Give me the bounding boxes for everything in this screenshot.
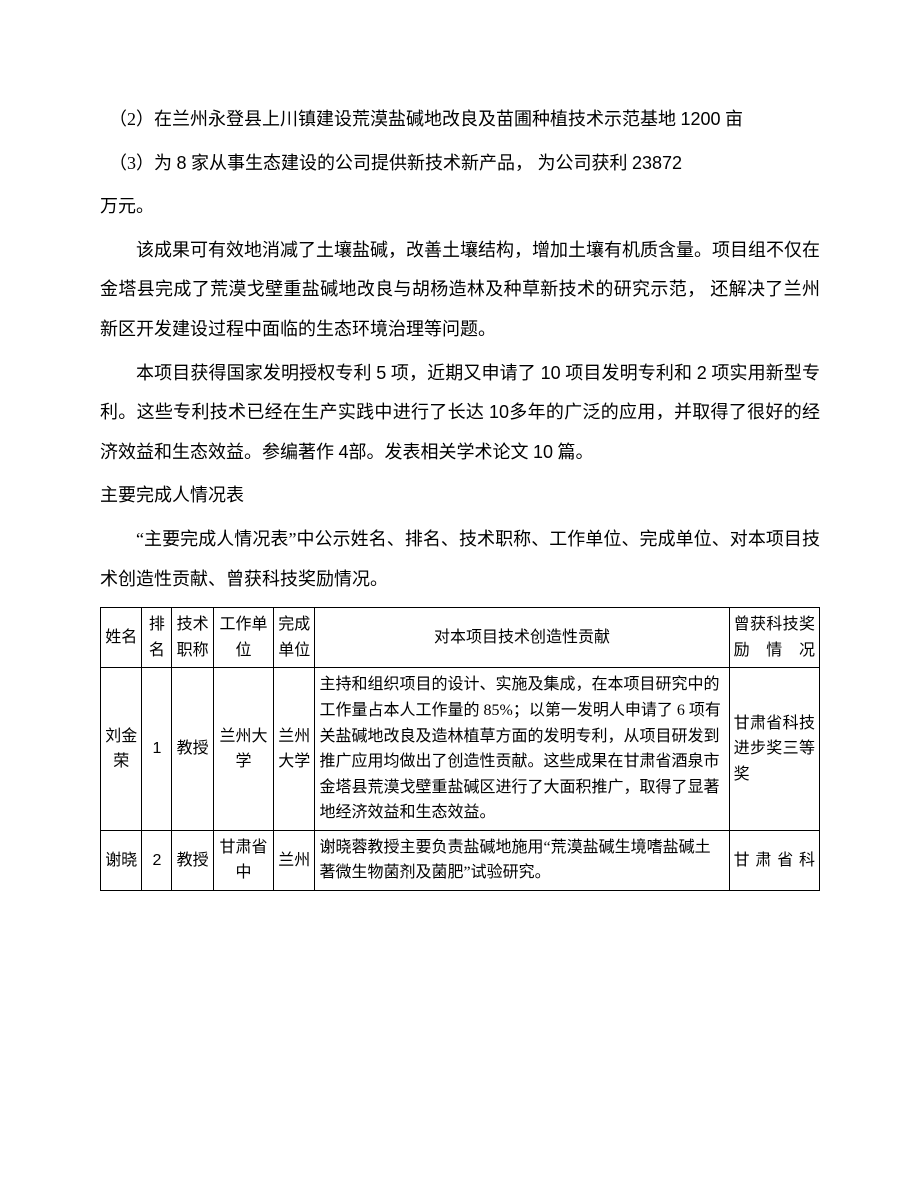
header-award: 曾获科技奖励情况 [729, 608, 819, 668]
text: 该成果可有效地消减了土壤盐碱，改善土壤结构，增加土壤有机质含量。项目组不仅在金塔… [100, 240, 820, 339]
header-name: 姓名 [101, 608, 142, 668]
paragraph-3-line1: （3）为 8 家从事生态建设的公司提供新技术新产品， 为公司获利 23872 [100, 144, 820, 184]
cell-contribution: 谢晓蓉教授主要负责盐碱地施用“荒漠盐碱生境嗜盐碱土著微生物菌剂及菌肥”试验研究。 [315, 830, 729, 890]
paragraph-2: （2）在兰州永登县上川镇建设荒漠盐碱地改良及苗圃种植技术示范基地 1200 亩 [100, 100, 820, 140]
table-row: 刘金荣 1 教授 兰州大学 兰州大学 主持和组织项目的设计、实施及集成，在本项目… [101, 668, 820, 831]
cell-award: 甘肃省科技进步奖三等奖 [729, 668, 819, 831]
paragraph-5: 本项目获得国家发明授权专利 5 项，近期又申请了 10 项目发明专利和 2 项实… [100, 354, 820, 473]
text: （3）为 [109, 153, 177, 173]
table-row: 谢晓 2 教授 甘肃省中 兰州 谢晓蓉教授主要负责盐碱地施用“荒漠盐碱生境嗜盐碱… [101, 830, 820, 890]
header-contribution: 对本项目技术创造性贡献 [315, 608, 729, 668]
number: 5 [376, 363, 386, 383]
contributors-table: 姓名 排名 技术职称 工作单位 完成单位 对本项目技术创造性贡献 曾获科技奖励情… [100, 607, 820, 891]
text: 部。发表相关学术论文 [349, 442, 534, 462]
paragraph-3-line2: 万元。 [100, 187, 820, 227]
cell-work-unit: 兰州大学 [213, 668, 273, 831]
number: 10 [541, 363, 561, 383]
header-work-unit: 工作单位 [213, 608, 273, 668]
text: “主要完成人情况表”中公示姓名、排名、技术职称、工作单位、完成单位、对本项目技术… [100, 529, 820, 589]
text: 项，近期又申请了 [386, 363, 540, 383]
number: 2 [697, 363, 707, 383]
paragraph-4: 该成果可有效地消减了土壤盐碱，改善土壤结构，增加土壤有机质含量。项目组不仅在金塔… [100, 231, 820, 350]
number: 8 [177, 153, 187, 173]
cell-award: 甘肃省科 [729, 830, 819, 890]
paragraph-6: “主要完成人情况表”中公示姓名、排名、技术职称、工作单位、完成单位、对本项目技术… [100, 520, 820, 599]
cell-done-unit: 兰州大学 [274, 668, 315, 831]
cell-name: 谢晓 [101, 830, 142, 890]
number: 10 [489, 402, 509, 422]
section-heading: 主要完成人情况表 [100, 476, 820, 516]
cell-name: 刘金荣 [101, 668, 142, 831]
header-rank: 排名 [142, 608, 172, 668]
cell-title: 教授 [172, 668, 213, 831]
text: 本项目获得国家发明授权专利 [136, 363, 376, 383]
table-header-row: 姓名 排名 技术职称 工作单位 完成单位 对本项目技术创造性贡献 曾获科技奖励情… [101, 608, 820, 668]
text: 篇。 [553, 442, 594, 462]
number: 10 [533, 442, 553, 462]
text: 家从事生态建设的公司提供新技术新产品， 为公司获利 [187, 153, 633, 173]
cell-rank: 2 [142, 830, 172, 890]
number: 23872 [632, 153, 682, 173]
document-page: （2）在兰州永登县上川镇建设荒漠盐碱地改良及苗圃种植技术示范基地 1200 亩 … [0, 0, 920, 931]
cell-contribution: 主持和组织项目的设计、实施及集成，在本项目研究中的工作量占本人工作量的 85%；… [315, 668, 729, 831]
cell-work-unit: 甘肃省中 [213, 830, 273, 890]
cell-done-unit: 兰州 [274, 830, 315, 890]
cell-title: 教授 [172, 830, 213, 890]
cell-rank: 1 [142, 668, 172, 831]
text: 亩 [721, 109, 744, 129]
text: （2）在兰州永登县上川镇建设荒漠盐碱地改良及苗圃种植技术示范基地 [109, 109, 681, 129]
text: 万元。 [100, 196, 154, 216]
text: 项目发明专利和 [561, 363, 697, 383]
text: 主要完成人情况表 [100, 485, 244, 505]
number: 4 [339, 442, 349, 462]
number: 1200 [681, 109, 721, 129]
header-done-unit: 完成单位 [274, 608, 315, 668]
header-title: 技术职称 [172, 608, 213, 668]
